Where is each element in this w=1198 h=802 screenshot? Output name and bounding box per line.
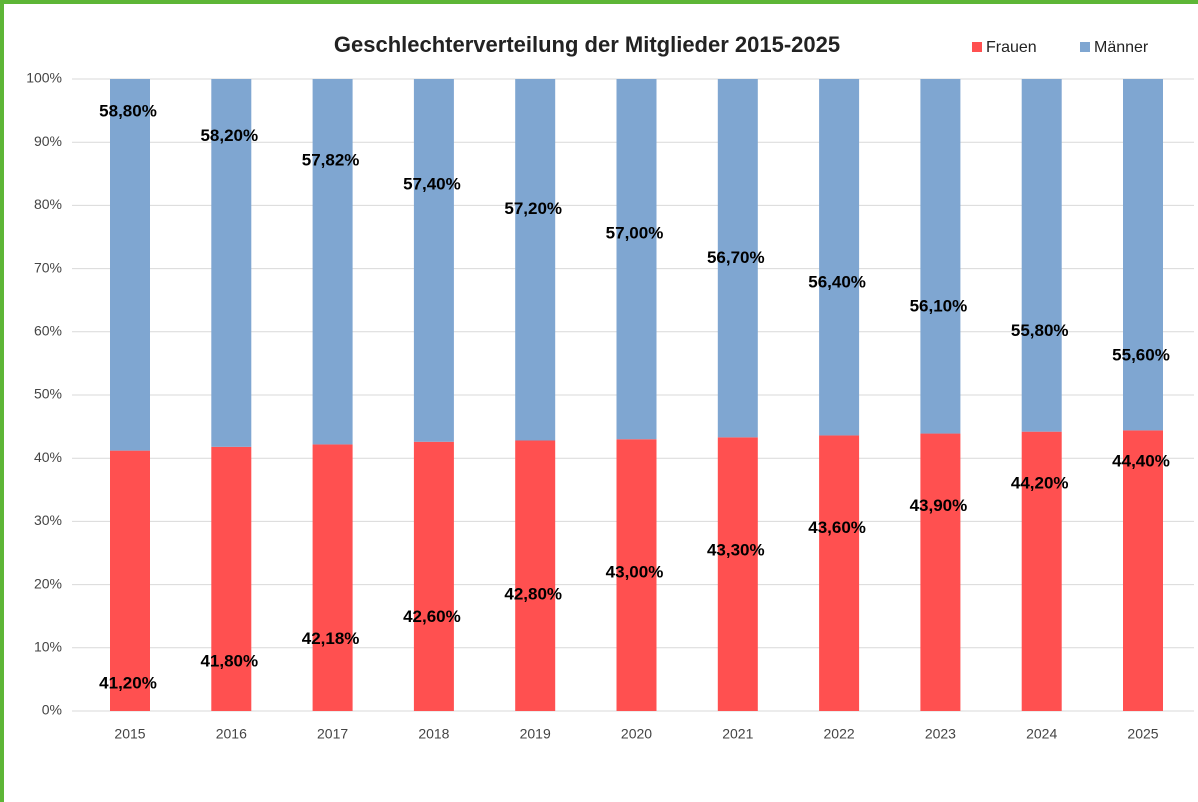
bar (515, 440, 556, 711)
bar (515, 79, 556, 441)
y-tick-label: 70% (34, 259, 62, 275)
data-label: 57,20% (504, 199, 562, 218)
y-tick-label: 80% (34, 196, 62, 212)
data-label: 56,40% (808, 272, 866, 291)
bar (920, 79, 961, 434)
y-tick-label: 30% (34, 512, 62, 528)
x-tick-label: 2017 (317, 726, 348, 742)
legend-label: Frauen (986, 39, 1037, 56)
bar (819, 435, 860, 711)
bar (819, 79, 860, 436)
data-label: 57,82% (302, 150, 360, 169)
data-label: 43,30% (707, 540, 765, 559)
y-tick-label: 0% (42, 702, 62, 718)
x-tick-label: 2022 (824, 726, 855, 742)
data-label: 41,80% (200, 651, 258, 670)
x-tick-label: 2018 (418, 726, 449, 742)
data-label: 57,40% (403, 175, 461, 194)
bar (1021, 79, 1062, 432)
y-tick-label: 100% (26, 70, 62, 86)
bar (312, 444, 353, 711)
x-tick-label: 2023 (925, 726, 956, 742)
data-label: 41,20% (99, 673, 157, 692)
chart-title: Geschlechterverteilung der Mitglieder 20… (334, 32, 840, 57)
x-tick-label: 2024 (1026, 726, 1057, 742)
data-label: 58,80% (99, 101, 157, 120)
bar (616, 439, 657, 711)
data-label: 44,20% (1011, 474, 1069, 493)
data-label: 55,60% (1112, 345, 1170, 364)
bar (717, 79, 758, 438)
data-label: 56,10% (910, 297, 968, 316)
bar (717, 437, 758, 711)
frame-top (0, 0, 1198, 4)
bar (312, 79, 353, 445)
data-label: 42,18% (302, 629, 360, 648)
x-tick-label: 2025 (1127, 726, 1158, 742)
x-tick-label: 2019 (520, 726, 551, 742)
data-label: 56,70% (707, 248, 765, 267)
y-tick-label: 60% (34, 323, 62, 339)
bar (211, 446, 252, 711)
data-label: 42,80% (504, 585, 562, 604)
y-tick-label: 50% (34, 386, 62, 402)
data-label: 44,40% (1112, 451, 1170, 470)
data-label: 58,20% (200, 126, 258, 145)
bar (1021, 431, 1062, 711)
bar (211, 79, 252, 447)
bar (110, 79, 150, 451)
y-tick-label: 20% (34, 575, 62, 591)
bar (413, 79, 454, 442)
x-tick-label: 2021 (722, 726, 753, 742)
data-label: 43,90% (910, 496, 968, 515)
data-label: 43,00% (606, 562, 664, 581)
data-label: 43,60% (808, 518, 866, 537)
bar (1123, 79, 1163, 431)
bar (1123, 430, 1163, 711)
y-tick-label: 10% (34, 639, 62, 655)
legend-swatch (972, 42, 982, 52)
legend-swatch (1080, 42, 1090, 52)
y-tick-label: 90% (34, 133, 62, 149)
frame-left (0, 0, 4, 802)
x-tick-label: 2015 (114, 726, 145, 742)
legend-label: Männer (1094, 39, 1149, 56)
data-label: 57,00% (606, 223, 664, 242)
bar (616, 79, 657, 440)
x-tick-label: 2016 (216, 726, 247, 742)
data-label: 42,60% (403, 607, 461, 626)
data-label: 55,80% (1011, 321, 1069, 340)
x-tick-label: 2020 (621, 726, 652, 742)
y-tick-label: 40% (34, 449, 62, 465)
bar (110, 450, 150, 711)
bar (413, 441, 454, 711)
bar (920, 433, 961, 711)
